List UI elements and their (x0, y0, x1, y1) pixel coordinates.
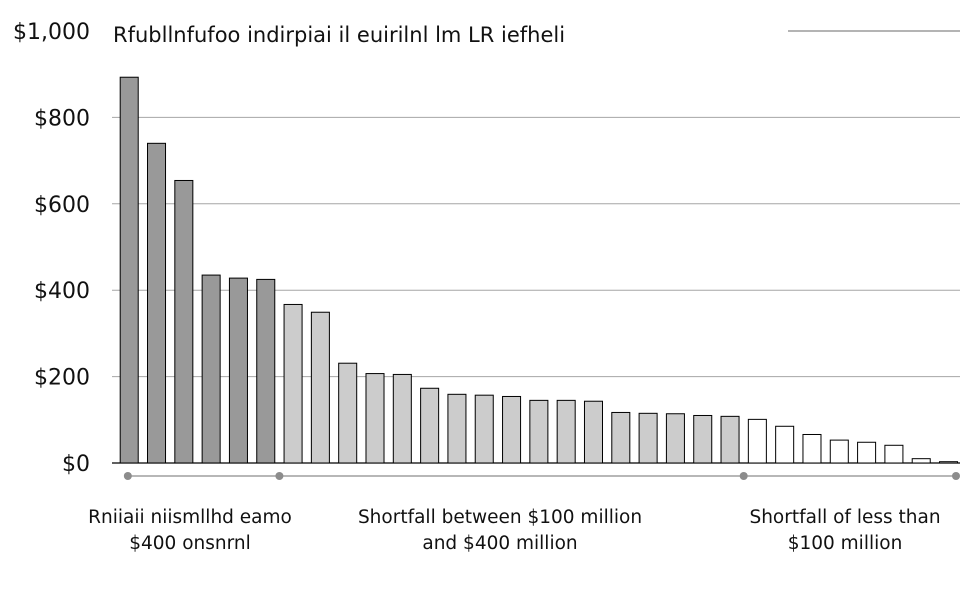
group-bracket-dot (123, 472, 132, 480)
bar (338, 362, 358, 464)
group-label-line: Shortfall of less than (749, 507, 941, 528)
bar (556, 399, 576, 464)
group-label-under-100: Shortfall of less than $100 million (720, 505, 967, 557)
bar (502, 395, 522, 464)
group-bracket-dot (275, 472, 284, 480)
bar (720, 415, 740, 464)
y-tick-label: $1,000 (13, 20, 90, 45)
group-label-line: Shortfall between $100 million (357, 507, 643, 528)
bar (829, 439, 849, 464)
bar (638, 412, 658, 464)
y-tick-label: $400 (34, 279, 90, 304)
group-bracket-dot (739, 472, 748, 480)
group-bracket-dot (952, 472, 960, 480)
bar (283, 303, 303, 464)
y-tick-label: $0 (62, 452, 90, 477)
bar (447, 393, 467, 464)
bar (802, 433, 822, 464)
bar (529, 399, 549, 464)
y-tick-label: $200 (34, 366, 90, 391)
group-label-line: and $400 million (422, 533, 578, 554)
bar (857, 441, 877, 464)
bar (939, 461, 959, 464)
bar (365, 373, 385, 464)
bar (310, 311, 330, 464)
bar (583, 400, 604, 464)
bar (747, 418, 767, 464)
bars (119, 76, 959, 464)
bar (420, 387, 440, 464)
chart-title: Rfubllnfufoo indirpiai il euirilnl lm LR… (113, 23, 565, 47)
bar (911, 458, 931, 464)
group-brackets (123, 472, 960, 480)
bar (174, 179, 194, 464)
bar (201, 274, 221, 464)
bar (775, 425, 795, 464)
y-tick-label: $600 (34, 193, 90, 218)
bar (665, 413, 685, 464)
bar (392, 373, 412, 464)
bar (884, 444, 904, 464)
bar (611, 411, 631, 464)
bar (119, 76, 139, 464)
group-label-line: $100 million (787, 533, 903, 554)
y-axis-ticks: $0 $200 $400 $600 $800 $1,000 (13, 20, 90, 477)
y-tick-label: $800 (34, 106, 90, 131)
bar (147, 142, 167, 464)
group-label-over-400: Rniiaii niismllhd eamo $400 onsnrnl (40, 505, 340, 557)
bar (256, 278, 276, 464)
bar (693, 414, 713, 464)
bar (474, 394, 494, 464)
group-label-line: $400 onsnrnl (129, 533, 251, 554)
group-label-100-to-400: Shortfall between $100 million and $400 … (330, 505, 670, 557)
group-label-line: Rniiaii niismllhd eamo (88, 507, 292, 528)
bar (228, 277, 248, 464)
